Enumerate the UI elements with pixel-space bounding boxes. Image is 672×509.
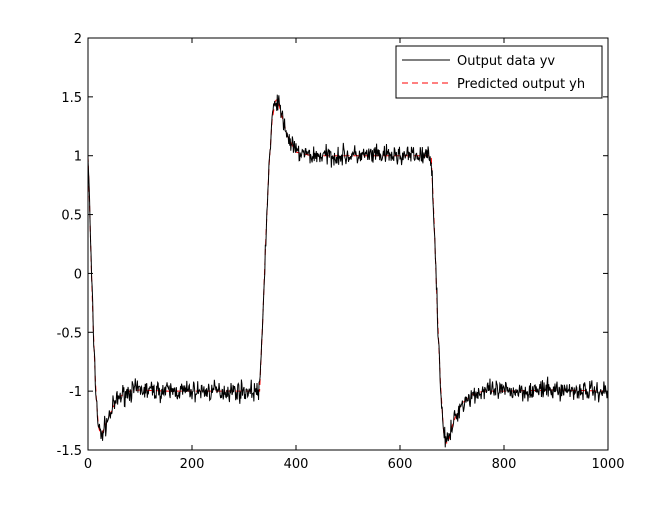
x-tick-label: 400 xyxy=(284,457,309,472)
legend: Output data yv Predicted output yh xyxy=(395,45,603,99)
y-tick-label: 0.5 xyxy=(61,209,82,224)
x-tick-label: 800 xyxy=(492,457,517,472)
x-tick-label: 600 xyxy=(388,457,413,472)
axes-box xyxy=(87,37,609,451)
y-tick-label: 1 xyxy=(74,150,82,165)
series-layer xyxy=(87,94,609,448)
series-output-data-yv xyxy=(87,94,609,448)
x-tick-label: 200 xyxy=(180,457,205,472)
plot-area xyxy=(88,38,608,450)
y-tick-label: 0 xyxy=(74,267,82,282)
y-tick-label: -1 xyxy=(69,385,82,400)
y-tick-label: -0.5 xyxy=(57,326,82,341)
legend-label-predicted: Predicted output yh xyxy=(457,77,585,92)
x-tick-label: 1000 xyxy=(591,457,624,472)
legend-box xyxy=(395,45,603,99)
legend-label-output: Output data yv xyxy=(457,54,555,69)
y-tick-label: 1.5 xyxy=(61,91,82,106)
x-tick-label: 0 xyxy=(84,457,92,472)
x-axis: 0 200 400 600 800 1000 xyxy=(84,38,625,472)
y-tick-label: -1.5 xyxy=(57,444,82,459)
y-tick-label: 2 xyxy=(74,32,82,47)
y-axis: -1.5 -1 -0.5 0 0.5 1 1.5 2 xyxy=(57,32,608,459)
